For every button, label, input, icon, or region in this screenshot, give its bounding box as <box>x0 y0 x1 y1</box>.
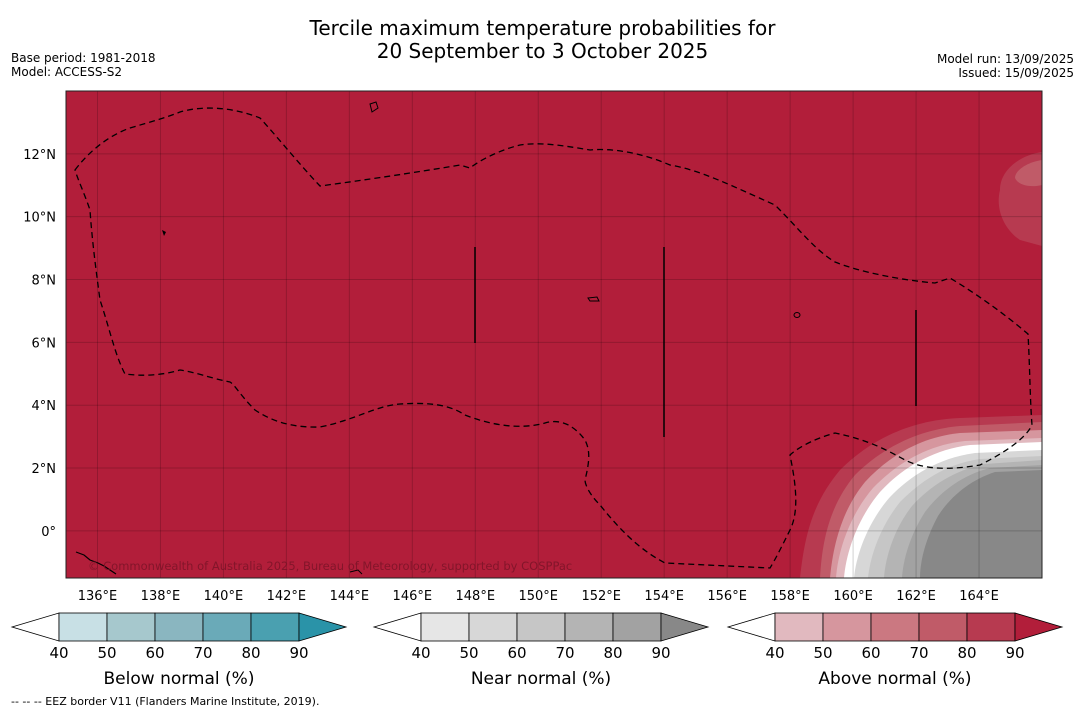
legend-tick-label: 90 <box>1005 644 1024 662</box>
legend-tick-label: 70 <box>193 644 212 662</box>
legend-swatch <box>468 612 518 642</box>
legend-tick-label: 40 <box>765 644 784 662</box>
island-north <box>369 101 379 113</box>
lon-tick-label: 144°E <box>330 589 370 604</box>
legend-swatch <box>202 612 252 642</box>
latitude-labels: 12°N 10°N 8°N 6°N 4°N 2°N 0° <box>23 148 56 540</box>
legend-tick-label: 90 <box>651 644 670 662</box>
legend-max-extend <box>1014 612 1064 642</box>
chart-title-line1: Tercile maximum temperature probabilitie… <box>309 16 776 40</box>
legend-swatch <box>250 612 300 642</box>
legend-tick-label: 50 <box>459 644 478 662</box>
legend-swatch <box>966 612 1016 642</box>
lat-tick-label: 0° <box>41 525 56 540</box>
island-west <box>162 230 166 236</box>
legend-swatch <box>106 612 156 642</box>
lat-tick-label: 4°N <box>32 399 57 414</box>
legend-bars: 40 50 60 70 80 90 40 50 60 70 80 90 40 50 60 70 80 90 <box>10 612 1064 662</box>
lon-tick-label: 160°E <box>833 589 873 604</box>
legend-swatch <box>774 612 824 642</box>
legend-swatch <box>918 612 968 642</box>
eez-border <box>74 107 1033 569</box>
lat-tick-label: 2°N <box>32 462 57 477</box>
lat-tick-label: 12°N <box>23 148 56 163</box>
legend-min-extend <box>10 612 60 642</box>
legend-title-above: Above normal (%) <box>818 669 972 689</box>
legend-tick-label: 40 <box>49 644 68 662</box>
legend-tick-label: 80 <box>957 644 976 662</box>
lon-tick-label: 146°E <box>393 589 433 604</box>
legend-tick-label: 50 <box>97 644 116 662</box>
island-chuuk <box>587 296 600 302</box>
copyright-watermark: © Commonwealth of Australia 2025, Bureau… <box>88 559 572 573</box>
base-period: Base period: 1981-2018 <box>11 51 156 65</box>
lat-tick-label: 6°N <box>32 336 57 351</box>
legend-swatch <box>612 612 662 642</box>
legend-tick-label: 80 <box>241 644 260 662</box>
legend-tick-label: 60 <box>145 644 164 662</box>
lon-tick-label: 148°E <box>456 589 496 604</box>
island-south <box>349 569 363 575</box>
meta-right: Model run: 13/09/2025 Issued: 15/09/2025 <box>937 52 1074 80</box>
legend-swatch <box>154 612 204 642</box>
island-pohnpei <box>793 312 801 318</box>
lat-tick-label: 8°N <box>32 274 57 289</box>
legend-tick-label: 50 <box>813 644 832 662</box>
legend-min-extend <box>726 612 776 642</box>
lon-tick-label: 152°E <box>581 589 621 604</box>
legend-swatch <box>58 612 108 642</box>
lon-tick-label: 140°E <box>204 589 244 604</box>
above-normal-70-patch <box>1015 160 1042 187</box>
lon-tick-label: 154°E <box>644 589 684 604</box>
legend-title-below: Below normal (%) <box>103 669 255 689</box>
issued-date: Issued: 15/09/2025 <box>958 66 1074 80</box>
model-run: Model run: 13/09/2025 <box>936 52 1074 66</box>
legend-tick-label: 60 <box>861 644 880 662</box>
graticule <box>66 91 1042 578</box>
lon-tick-label: 162°E <box>896 589 936 604</box>
legend-tick-label: 80 <box>603 644 622 662</box>
lon-tick-label: 136°E <box>78 589 118 604</box>
legend-max-extend <box>660 612 710 642</box>
lon-tick-label: 164°E <box>959 589 999 604</box>
eez-footnote: -- -- -- EEZ border V11 (Flanders Marine… <box>11 695 320 708</box>
chart-title-line2: 20 September to 3 October 2025 <box>376 39 709 63</box>
legend-tick-label: 40 <box>411 644 430 662</box>
legend-title-near: Near normal (%) <box>470 669 612 689</box>
legend-tick-label: 90 <box>289 644 308 662</box>
meta-left: Base period: 1981-2018 Model: ACCESS-S2 <box>11 51 156 79</box>
longitude-labels: 136°E 138°E 140°E 142°E 144°E 146°E 148°E 150°E… <box>78 589 999 604</box>
legend-min-extend <box>372 612 422 642</box>
lon-tick-label: 142°E <box>267 589 307 604</box>
legend-swatch <box>564 612 614 642</box>
near-normal-90-core <box>920 470 1042 578</box>
model-name: Model: ACCESS-S2 <box>11 65 123 79</box>
legend-swatch <box>870 612 920 642</box>
lon-tick-label: 158°E <box>770 589 810 604</box>
island-papua-coast <box>75 551 117 575</box>
legend-swatch <box>516 612 566 642</box>
legend-max-extend <box>298 612 348 642</box>
lon-tick-label: 150°E <box>518 589 558 604</box>
legend-swatch <box>420 612 470 642</box>
legend-swatch <box>822 612 872 642</box>
legend-tick-label: 70 <box>909 644 928 662</box>
map-area <box>66 91 1042 578</box>
legend-tick-label: 60 <box>507 644 526 662</box>
lon-tick-label: 138°E <box>141 589 181 604</box>
lon-tick-label: 156°E <box>707 589 747 604</box>
map-frame <box>65 90 1043 579</box>
lat-tick-label: 10°N <box>23 211 56 226</box>
legend-tick-label: 70 <box>555 644 574 662</box>
